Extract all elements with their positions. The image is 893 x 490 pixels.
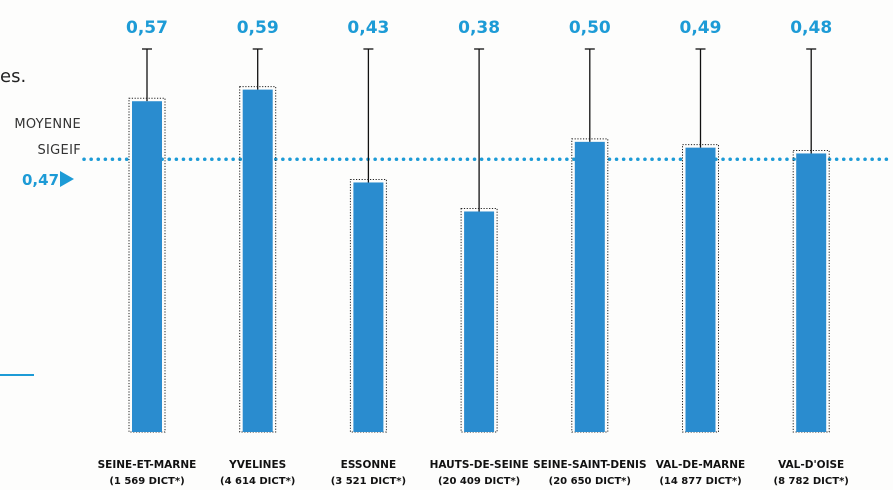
category-label-seine-et-marne: SEINE-ET-MARNE <box>98 459 197 471</box>
value-label-yvelines: 0,59 <box>237 18 279 38</box>
bar-outline-val-de-marne <box>682 144 719 433</box>
category-label-val-de-marne: VAL-DE-MARNE <box>656 459 745 471</box>
bar-essonne <box>353 182 384 432</box>
value-label-hauts-de-seine: 0,38 <box>458 18 500 38</box>
category-sublabel-seine-et-marne: (1 569 DICT*) <box>109 476 184 487</box>
category-sublabel-essonne: (3 521 DICT*) <box>331 476 406 487</box>
category-sublabel-hauts-de-seine: (20 409 DICT*) <box>438 476 520 487</box>
value-label-seine-et-marne: 0,57 <box>126 18 168 38</box>
category-label-val-d-oise: VAL-D'OISE <box>778 459 844 471</box>
value-label-essonne: 0,43 <box>347 18 389 38</box>
bar-outline-essonne <box>349 178 387 433</box>
average-arrow-icon <box>60 171 74 187</box>
average-label-line1: MOYENNE <box>14 117 81 132</box>
value-label-seine-saint-denis: 0,50 <box>569 18 611 38</box>
bar-val-d-oise <box>796 153 827 433</box>
section-underline <box>0 374 34 376</box>
bar-outline-seine-et-marne <box>128 97 166 433</box>
bar-hauts-de-seine <box>464 211 495 432</box>
category-sublabel-val-de-marne: (14 877 DICT*) <box>659 476 741 487</box>
bar-val-de-marne <box>685 147 716 432</box>
bar-outline-val-d-oise <box>792 149 830 433</box>
average-label-line2: SIGEIF <box>37 143 81 158</box>
category-label-hauts-de-seine: HAUTS-DE-SEINE <box>430 459 529 471</box>
average-value-label: 0,47 <box>22 171 60 189</box>
category-label-yvelines: YVELINES <box>228 459 286 471</box>
value-label-val-d-oise: 0,48 <box>790 18 832 38</box>
bar-yvelines <box>242 89 273 432</box>
category-sublabel-seine-saint-denis: (20 650 DICT*) <box>549 476 631 487</box>
category-label-essonne: ESSONNE <box>341 459 397 471</box>
bar-outline-yvelines <box>239 86 277 433</box>
category-sublabel-yvelines: (4 614 DICT*) <box>220 476 295 487</box>
bar-seine-et-marne <box>132 101 162 433</box>
bar-outline-seine-saint-denis <box>571 138 609 433</box>
bar-seine-saint-denis <box>574 141 605 432</box>
category-sublabel-val-d-oise: (8 782 DICT*) <box>774 476 849 487</box>
value-label-val-de-marne: 0,49 <box>680 18 722 38</box>
category-label-seine-saint-denis: SEINE-SAINT-DENIS <box>533 459 646 471</box>
previous-text-fragment: es. <box>0 66 27 87</box>
